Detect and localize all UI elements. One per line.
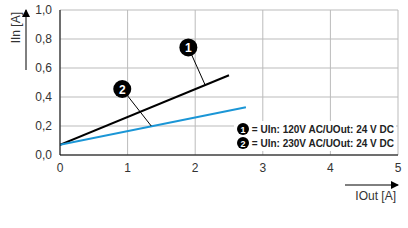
svg-text:2: 2 (119, 83, 126, 97)
svg-text:3: 3 (259, 161, 266, 175)
svg-text:5: 5 (395, 161, 400, 175)
svg-text:1: 1 (185, 41, 192, 55)
svg-text:IOut [A]: IOut [A] (355, 189, 396, 203)
svg-text:0,8: 0,8 (35, 32, 52, 46)
svg-text:0,6: 0,6 (35, 61, 52, 75)
svg-text:0,0: 0,0 (35, 148, 52, 162)
html-text:= UIn: 230V AC/UOut: 24 V DC: = UIn: 230V AC/UOut: 24 V DC (251, 137, 394, 149)
svg-text:2: 2 (192, 161, 199, 175)
svg-text:0: 0 (57, 161, 64, 175)
svg-text:1: 1 (240, 125, 245, 135)
svg-text:IIn [A]: IIn [A] (9, 12, 23, 43)
html-text:= UIn: 120V AC/UOut: 24 V DC: = UIn: 120V AC/UOut: 24 V DC (251, 123, 394, 135)
svg-text:2: 2 (240, 139, 245, 149)
svg-text:1,0: 1,0 (35, 3, 52, 17)
svg-text:0,2: 0,2 (35, 119, 52, 133)
svg-text:0,4: 0,4 (35, 90, 52, 104)
svg-text:1: 1 (124, 161, 131, 175)
svg-text:4: 4 (327, 161, 334, 175)
